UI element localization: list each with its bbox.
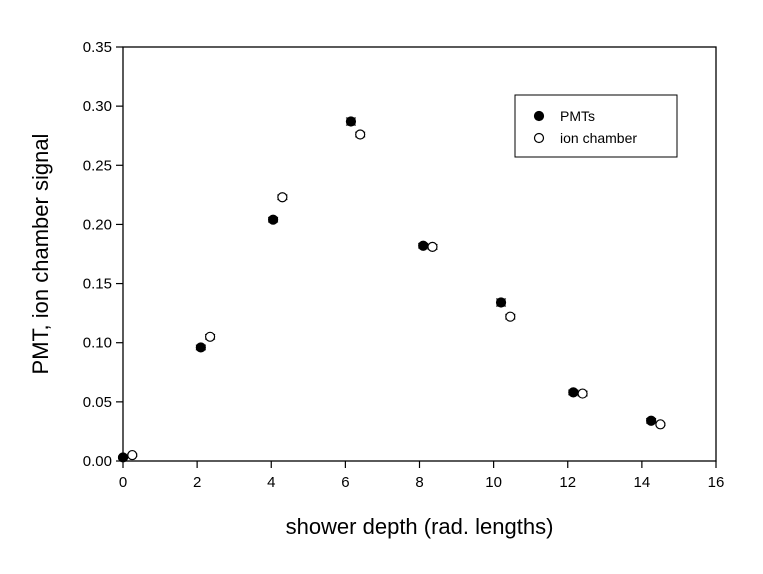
legend-marker-pmts: [533, 110, 545, 122]
data-series: [117, 116, 666, 463]
ion-chamber-point: [505, 311, 516, 322]
x-tick-label: 4: [267, 474, 275, 491]
y-tick-label: 0.25: [83, 157, 112, 174]
legend-box: [514, 94, 678, 158]
legend-label-ion-chamber: ion chamber: [560, 130, 637, 146]
ion-chamber-point: [655, 419, 666, 430]
pmts-point: [345, 116, 357, 127]
x-tick-label: 14: [634, 474, 651, 491]
ion-chamber-point: [427, 241, 438, 253]
x-tick-label: 0: [119, 474, 127, 491]
legend-label-pmts: PMTs: [560, 108, 595, 124]
pmts-point: [418, 240, 429, 251]
ion-chamber-point: [277, 192, 288, 203]
pmts-point: [268, 214, 279, 225]
pmts-point: [568, 387, 579, 398]
x-tick-label: 10: [485, 474, 502, 491]
x-tick-label: 2: [193, 474, 201, 491]
y-tick-label: 0.05: [83, 394, 112, 411]
x-tick-label: 16: [708, 474, 725, 491]
ion-chamber-point: [577, 388, 588, 399]
x-axis: 0 2 4 6 8 10 12 14 16: [119, 461, 725, 491]
legend: PMTs ion chamber: [514, 94, 678, 158]
y-axis: 0.00 0.05 0.10 0.15 0.20 0.25 0.30 0.35: [83, 39, 123, 470]
pmts-point: [117, 452, 129, 463]
y-tick-label: 0.15: [83, 276, 112, 293]
x-tick-label: 8: [415, 474, 423, 491]
pmts-point: [495, 297, 507, 308]
y-tick-label: 0.00: [83, 453, 112, 470]
ion-chamber-point: [127, 449, 138, 461]
x-axis-title: shower depth (rad. lengths): [286, 514, 554, 539]
ion-chamber-point: [355, 129, 366, 140]
pmts-point: [646, 415, 657, 426]
ion-chamber-point: [204, 331, 216, 342]
y-tick-label: 0.30: [83, 98, 112, 115]
y-tick-label: 0.20: [83, 216, 112, 233]
x-tick-label: 6: [341, 474, 349, 491]
y-tick-label: 0.35: [83, 39, 112, 56]
y-axis-title: PMT, ion chamber signal: [28, 134, 53, 375]
x-tick-label: 12: [559, 474, 576, 491]
y-tick-label: 0.10: [83, 335, 112, 352]
legend-marker-ion-chamber: [533, 132, 545, 144]
pmts-point: [195, 342, 206, 353]
